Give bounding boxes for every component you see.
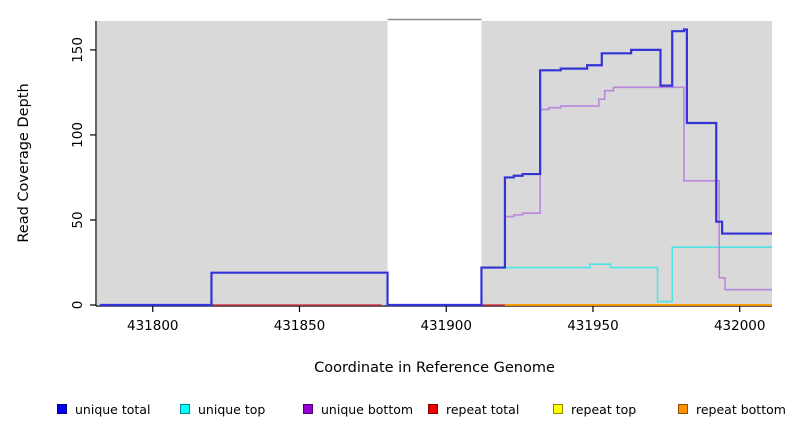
legend-item-unique-top: unique top [180,398,265,420]
legend-label: repeat bottom [696,401,786,417]
legend-item-unique-bottom: unique bottom [303,398,413,420]
mapped-region-background [97,21,388,305]
legend-swatch-unique-total [57,404,67,414]
x-tick-label: 431900 [420,318,472,334]
legend-swatch-unique-top [180,404,190,414]
legend-swatch-unique-bottom [303,404,313,414]
y-tick-label: 50 [70,211,86,228]
legend-item-repeat-total: repeat total [428,398,519,420]
legend-label: unique total [75,401,151,417]
series-line-unique-top [481,246,772,303]
y-tick-label: 0 [70,301,86,310]
x-tick-label: 431800 [127,318,179,334]
legend-swatch-repeat-bottom [678,404,688,414]
series-line-unique-bottom [504,86,772,291]
y-axis-title: Read Coverage Depth [16,83,32,243]
legend-swatch-repeat-top [553,404,563,414]
x-axis-title: Coordinate in Reference Genome [314,360,555,376]
legend-item-repeat-top: repeat top [553,398,636,420]
y-tick-label: 150 [70,37,86,63]
x-tick-label: 432000 [714,318,766,334]
plot-legend: unique total unique top unique bottom re… [0,398,792,424]
legend-swatch-repeat-total [428,404,438,414]
x-tick-label: 431950 [567,318,619,334]
plot-canvas: 431800 431850 431900 431950 432000 0 50 100 150 [70,18,772,334]
legend-label: repeat top [571,401,637,417]
legend-item-repeat-bottom: repeat bottom [678,398,786,420]
mapped-region-background [481,21,772,305]
x-tick-label: 431850 [274,318,326,334]
legend-label: unique bottom [321,401,414,417]
legend-item-unique-total: unique total [57,398,150,420]
y-tick-label: 100 [70,122,86,148]
legend-label: unique top [198,401,266,417]
series-line-unique-total [99,28,772,307]
legend-label: repeat total [446,401,520,417]
